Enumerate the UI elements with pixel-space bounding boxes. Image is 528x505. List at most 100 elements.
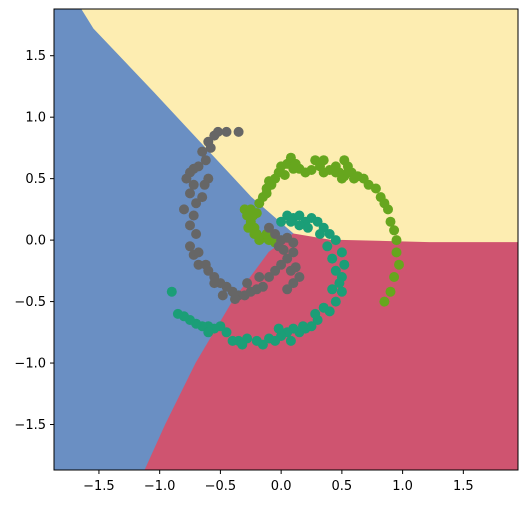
- data-point: [294, 210, 305, 221]
- data-point: [285, 335, 296, 346]
- data-point: [336, 247, 347, 258]
- x-tick-label: −1.0: [144, 479, 176, 494]
- data-point: [391, 235, 402, 246]
- y-tick-label: 1.0: [25, 111, 46, 126]
- data-point: [264, 222, 274, 233]
- data-point: [193, 247, 204, 258]
- data-point: [339, 259, 350, 270]
- data-point: [266, 179, 277, 190]
- data-point: [282, 284, 293, 295]
- data-point: [227, 335, 238, 346]
- data-point: [251, 335, 262, 346]
- data-point: [197, 146, 208, 157]
- data-point: [288, 247, 299, 258]
- x-tick-label: 0.5: [332, 479, 353, 494]
- data-point: [237, 339, 248, 350]
- data-point: [221, 327, 232, 338]
- data-point: [391, 247, 402, 258]
- data-point: [199, 179, 210, 190]
- data-point: [389, 225, 400, 236]
- data-point: [181, 173, 192, 184]
- data-point: [330, 167, 341, 178]
- x-tick-label: 1.5: [453, 479, 474, 494]
- data-point: [264, 272, 274, 282]
- data-point: [172, 308, 183, 319]
- data-point: [288, 278, 299, 289]
- data-point: [217, 290, 228, 301]
- data-point: [315, 229, 325, 239]
- data-point: [200, 155, 211, 166]
- data-point: [185, 188, 195, 199]
- data-point: [385, 286, 396, 297]
- data-point: [209, 278, 220, 289]
- y-tick-label: −0.5: [14, 295, 46, 310]
- data-point: [389, 272, 400, 282]
- data-point: [336, 286, 347, 297]
- data-point: [188, 210, 199, 221]
- data-point: [200, 259, 211, 270]
- data-point: [330, 265, 341, 276]
- data-point: [322, 241, 333, 252]
- data-point: [370, 183, 381, 194]
- data-point: [276, 259, 287, 270]
- data-point: [230, 294, 240, 305]
- y-tick-label: −1.0: [14, 357, 46, 372]
- data-point: [318, 302, 329, 313]
- data-point: [327, 253, 338, 264]
- data-point: [302, 222, 313, 233]
- data-point: [394, 259, 404, 270]
- data-point: [294, 272, 305, 282]
- y-tick-label: 0.0: [25, 234, 46, 249]
- data-point: [257, 281, 268, 292]
- data-point: [188, 163, 199, 174]
- data-point: [185, 241, 195, 252]
- data-point: [279, 170, 290, 180]
- data-point: [330, 296, 341, 307]
- data-point: [330, 235, 341, 246]
- data-point: [310, 308, 321, 319]
- y-tick-label: 1.5: [25, 49, 46, 64]
- data-point: [245, 204, 256, 215]
- data-point: [254, 272, 265, 282]
- data-point: [318, 155, 329, 166]
- data-point: [334, 278, 345, 289]
- data-points: [166, 126, 404, 350]
- data-point: [213, 126, 223, 137]
- data-point: [205, 142, 216, 153]
- data-point: [324, 229, 335, 239]
- data-point: [264, 333, 274, 344]
- data-point: [254, 235, 265, 246]
- data-point: [193, 259, 204, 270]
- data-point: [191, 198, 202, 209]
- data-point: [379, 296, 390, 307]
- y-tick-label: 0.5: [25, 172, 46, 187]
- data-point: [243, 222, 254, 233]
- data-point: [273, 323, 284, 334]
- data-point: [270, 229, 281, 239]
- data-point: [179, 204, 189, 215]
- data-point: [327, 284, 338, 295]
- data-point: [270, 265, 281, 276]
- x-axis: −1.5 −1.0 −0.5 0.0 0.5 1.0 1.5: [83, 470, 474, 494]
- data-point: [285, 265, 296, 276]
- y-tick-label: −1.5: [14, 418, 46, 433]
- x-tick-label: −0.5: [205, 479, 237, 494]
- data-point: [383, 204, 393, 215]
- data-point: [203, 327, 214, 338]
- data-point: [188, 179, 199, 190]
- data-point: [285, 216, 296, 227]
- data-point: [221, 126, 232, 137]
- data-point: [273, 241, 284, 252]
- data-point: [197, 192, 208, 203]
- data-point: [242, 278, 253, 289]
- data-point: [342, 167, 353, 178]
- data-point: [306, 165, 317, 175]
- data-point: [385, 216, 396, 227]
- data-point: [312, 216, 323, 227]
- data-point: [166, 286, 177, 297]
- data-point: [233, 126, 244, 137]
- data-point: [191, 229, 202, 239]
- data-point: [294, 220, 305, 231]
- y-axis: −1.5 −1.0 −0.5 0.0 0.5 1.0 1.5: [14, 49, 54, 433]
